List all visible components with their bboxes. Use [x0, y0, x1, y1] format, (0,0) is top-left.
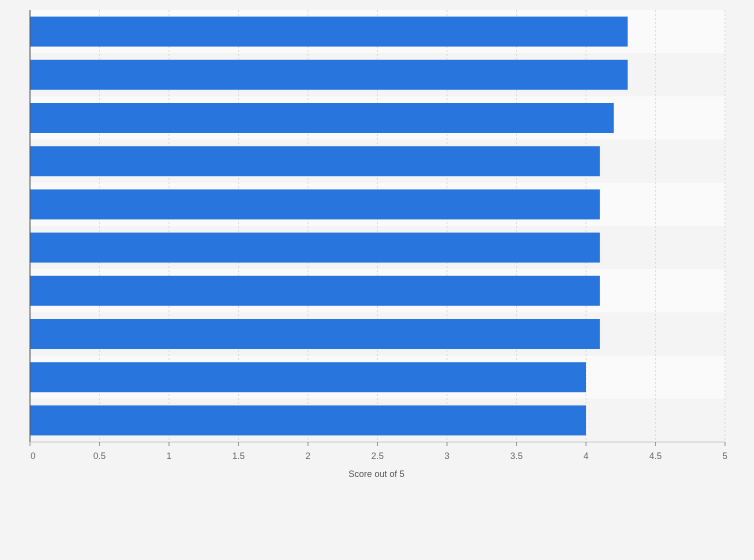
x-tick-label: 3.5: [510, 451, 523, 461]
bar: [30, 59, 628, 90]
bar: [30, 16, 628, 47]
bar: [30, 275, 600, 306]
bars: [30, 16, 628, 436]
x-tick-label: 0.5: [93, 451, 106, 461]
bar: [30, 189, 600, 220]
x-axis-title: Score out of 5: [348, 469, 404, 479]
bar: [30, 319, 600, 349]
x-tick-label: 2: [305, 451, 310, 461]
bar: [30, 146, 600, 177]
bar: [30, 362, 586, 393]
x-tick-label: 1.5: [232, 451, 245, 461]
x-tick-label: 4: [583, 451, 588, 461]
x-tick-label: 1: [166, 451, 171, 461]
x-tick-label: 0: [30, 451, 35, 461]
bar: [30, 405, 586, 436]
x-tick-label: 2.5: [371, 451, 384, 461]
x-tick-label: 5: [722, 451, 727, 461]
bar: [30, 232, 600, 263]
x-tick-label: 4.5: [649, 451, 662, 461]
x-tick-labels: 0 0.5 1 1.5 2 2.5 3 3.5 4 4.5 5: [29, 442, 728, 461]
x-tick-label: 3: [444, 451, 449, 461]
bar: [30, 103, 614, 133]
